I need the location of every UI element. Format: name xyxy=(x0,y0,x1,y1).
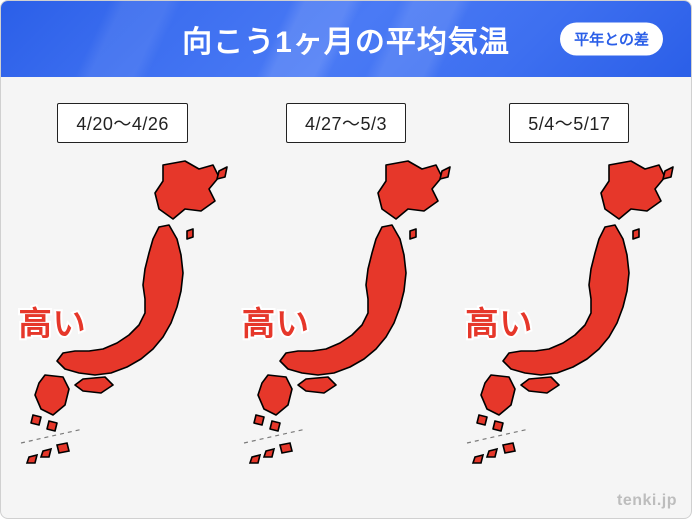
panel-2: 5/4～5/17 高い xyxy=(458,103,681,508)
map-0: 高い xyxy=(13,147,233,487)
map-2: 高い xyxy=(459,147,679,487)
panel-1: 4/27～5/3 高い xyxy=(234,103,457,508)
watermark-text: tenki.jp xyxy=(617,492,677,510)
legend-badge: 平年との差 xyxy=(560,23,663,56)
temp-label-0: 高い xyxy=(19,297,87,345)
panel-0: 4/20～4/26 高い xyxy=(11,103,234,508)
map-1: 高い xyxy=(236,147,456,487)
body-area: 4/20～4/26 高い 4/27～5/3 xyxy=(1,77,691,518)
temp-label-1: 高い xyxy=(242,297,310,345)
header-bar: 向こう1ヶ月の平均気温 平年との差 xyxy=(1,1,691,77)
infographic-container: 向こう1ヶ月の平均気温 平年との差 4/20～4/26 高い xyxy=(0,0,692,519)
date-range-0: 4/20～4/26 xyxy=(57,103,188,143)
date-range-1: 4/27～5/3 xyxy=(286,103,406,143)
temp-label-2: 高い xyxy=(465,297,533,345)
date-range-2: 5/4～5/17 xyxy=(509,103,629,143)
main-title: 向こう1ヶ月の平均気温 xyxy=(182,17,510,61)
